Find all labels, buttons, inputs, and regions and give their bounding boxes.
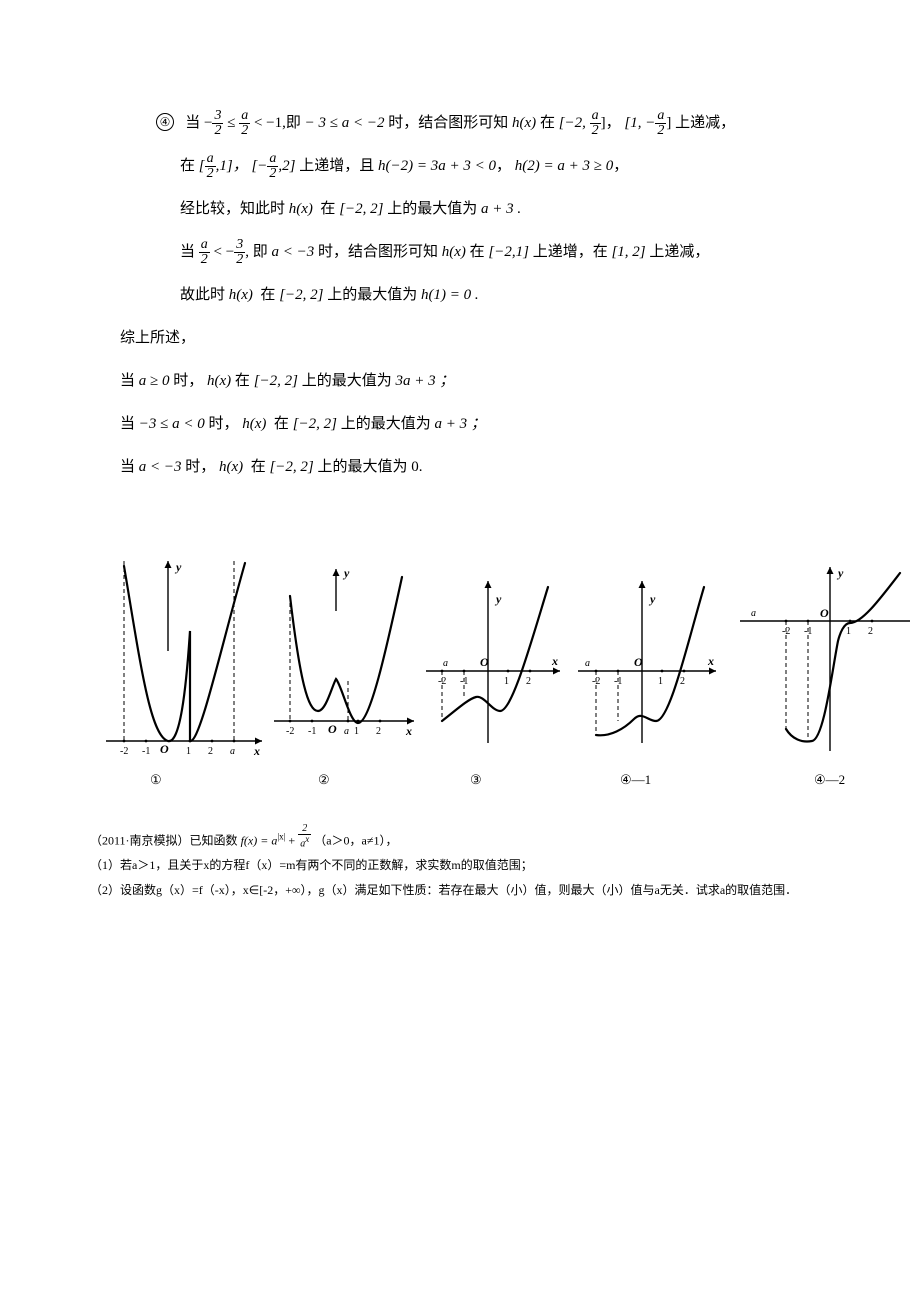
svg-text:-2: -2: [120, 746, 128, 757]
svg-text:-2: -2: [782, 626, 790, 637]
item-4-line-4: 当 a2 < −32, 即 a < −3 时，结合图形可知 h(x) 在 [−2…: [120, 233, 880, 272]
svg-text:-1: -1: [308, 726, 316, 737]
summary-3: 当 a < −3 时， h(x) 在 [−2, 2] 上的最大值为 0.: [120, 448, 880, 487]
problem-part-1: （1）若a＞1，且关于x的方程f（x）=m有两个不同的正数解，求实数m的取值范围…: [90, 854, 880, 877]
svg-text:a: a: [585, 658, 590, 669]
item-4-line-1: ④ 当 −32 ≤ a2 < −1,即 − 3 ≤ a < −2 时，结合图形可…: [120, 104, 880, 143]
svg-text:1: 1: [186, 746, 191, 757]
svg-text:y: y: [836, 566, 844, 580]
svg-text:1: 1: [846, 626, 851, 637]
summary-2: 当 −3 ≤ a < 0 时， h(x) 在 [−2, 2] 上的最大值为 a …: [120, 405, 880, 444]
svg-text:x: x: [405, 724, 412, 738]
svg-text:y: y: [342, 566, 350, 580]
svg-text:a: a: [230, 746, 235, 757]
next-problem: （2011·南京模拟）已知函数 f(x) = a|x| + 2ax （a＞0，a…: [90, 824, 880, 902]
problem-part-2: （2）设函数g（x）=f（-x），x∈[-2，+∞），g（x）满足如下性质：若存…: [90, 879, 880, 902]
svg-text:x: x: [707, 654, 714, 668]
graphs-figure: yxO-2-112ayxO-2-1a12yxO-2-112ayxO-2-112a…: [90, 511, 880, 794]
svg-text:-1: -1: [804, 626, 812, 637]
svg-text:x: x: [551, 654, 558, 668]
svg-text:2: 2: [376, 726, 381, 737]
svg-text:-2: -2: [286, 726, 294, 737]
svg-text:2: 2: [208, 746, 213, 757]
svg-text:2: 2: [526, 676, 531, 687]
svg-text:a: a: [344, 726, 349, 737]
svg-text:-1: -1: [614, 676, 622, 687]
item-4-line-2: 在 [a2,1]， [−a2,2] 上递增，且 h(−2) = 3a + 3 <…: [120, 147, 880, 186]
svg-text:2: 2: [868, 626, 873, 637]
svg-text:y: y: [648, 592, 656, 606]
svg-text:x: x: [253, 744, 260, 758]
svg-text:a: a: [751, 608, 756, 619]
svg-text:a: a: [443, 658, 448, 669]
svg-text:O: O: [634, 655, 643, 669]
svg-text:y: y: [494, 592, 502, 606]
svg-text:-1: -1: [142, 746, 150, 757]
svg-text:1: 1: [504, 676, 509, 687]
page-content: ④ 当 −32 ≤ a2 < −1,即 − 3 ≤ a < −2 时，结合图形可…: [0, 0, 920, 944]
item-4-line-5: 故此时 h(x) 在 [−2, 2] 上的最大值为 h(1) = 0 .: [120, 276, 880, 315]
svg-text:O: O: [160, 742, 169, 756]
svg-text:-2: -2: [438, 676, 446, 687]
svg-text:y: y: [174, 560, 182, 574]
problem-stem: （2011·南京模拟）已知函数 f(x) = a|x| + 2ax （a＞0，a…: [90, 824, 880, 852]
summary-head: 综上所述，: [120, 319, 880, 358]
svg-text:O: O: [480, 655, 489, 669]
svg-text:-2: -2: [592, 676, 600, 687]
svg-text:2: 2: [680, 676, 685, 687]
svg-text:1: 1: [354, 726, 359, 737]
svg-text:O: O: [328, 722, 337, 736]
graph-labels-row: ①②③④—1④—2: [90, 772, 880, 794]
svg-text:-1: -1: [460, 676, 468, 687]
summary-1: 当 a ≥ 0 时， h(x) 在 [−2, 2] 上的最大值为 3a + 3 …: [120, 362, 880, 401]
graphs-svg: yxO-2-112ayxO-2-1a12yxO-2-112ayxO-2-112a…: [90, 511, 910, 771]
item-4-line-3: 经比较，知此时 h(x) 在 [−2, 2] 上的最大值为 a + 3 .: [120, 190, 880, 229]
svg-text:O: O: [820, 606, 829, 620]
svg-text:1: 1: [658, 676, 663, 687]
marker-4: ④: [156, 113, 174, 131]
